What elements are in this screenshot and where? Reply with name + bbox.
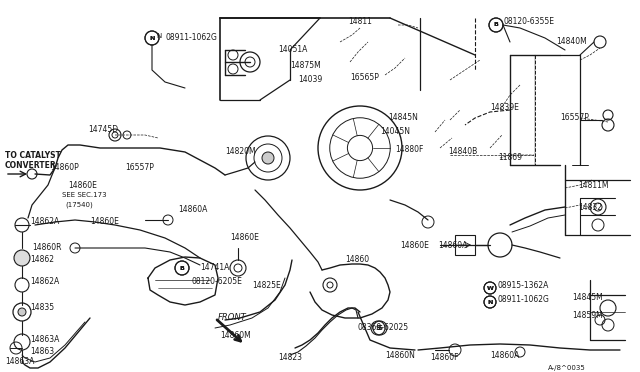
Text: W: W — [486, 285, 493, 291]
Text: W: W — [486, 285, 493, 291]
Text: 14832: 14832 — [578, 203, 602, 212]
Text: 14811: 14811 — [348, 17, 372, 26]
Text: 14039: 14039 — [298, 76, 323, 84]
Text: 14862: 14862 — [30, 256, 54, 264]
Text: N: N — [156, 33, 162, 39]
Text: 08915-1362A: 08915-1362A — [498, 280, 549, 289]
Text: 14863A: 14863A — [5, 357, 35, 366]
Text: 14859M: 14859M — [572, 311, 603, 320]
Text: B: B — [493, 22, 499, 28]
Text: 14860: 14860 — [345, 256, 369, 264]
Text: 14825E: 14825E — [252, 280, 281, 289]
Text: 14835: 14835 — [30, 304, 54, 312]
Text: 14863A: 14863A — [30, 336, 60, 344]
Text: 16565P: 16565P — [350, 74, 379, 83]
Text: 14860E: 14860E — [230, 234, 259, 243]
Text: 14045N: 14045N — [380, 128, 410, 137]
Text: SEE SEC.173: SEE SEC.173 — [62, 192, 107, 198]
Text: 08911-1062G: 08911-1062G — [498, 295, 550, 305]
Text: 14811M: 14811M — [578, 180, 609, 189]
Circle shape — [18, 308, 26, 316]
Text: TO CATALYST: TO CATALYST — [5, 151, 61, 160]
Text: N: N — [487, 299, 493, 305]
Text: 14839E: 14839E — [490, 103, 519, 112]
Text: 14860A: 14860A — [178, 205, 207, 215]
Text: 14860E: 14860E — [400, 241, 429, 250]
Text: 08120-6355E: 08120-6355E — [503, 17, 554, 26]
Bar — [455, 235, 475, 255]
Text: 08911-1062G: 08911-1062G — [165, 33, 217, 42]
Text: 14863: 14863 — [30, 347, 54, 356]
Text: 14860N: 14860N — [385, 350, 415, 359]
Text: N: N — [487, 299, 493, 305]
Text: 14875M: 14875M — [290, 61, 321, 70]
Text: 14860E: 14860E — [90, 218, 119, 227]
Text: A-/8^0035: A-/8^0035 — [548, 365, 586, 371]
Text: FRONT: FRONT — [218, 314, 247, 323]
Text: 08120-6205E: 08120-6205E — [192, 278, 243, 286]
Text: 14820M: 14820M — [225, 148, 255, 157]
Text: 14860E: 14860E — [68, 180, 97, 189]
Text: S: S — [378, 325, 383, 331]
Text: 16557P: 16557P — [125, 164, 154, 173]
Text: 14860P: 14860P — [50, 164, 79, 173]
Text: 14862A: 14862A — [30, 218, 60, 227]
Text: N: N — [149, 35, 155, 41]
Text: 14741A: 14741A — [200, 263, 229, 273]
Text: 14862A: 14862A — [30, 278, 60, 286]
Text: 14860M: 14860M — [220, 330, 251, 340]
Text: 14860A: 14860A — [438, 241, 467, 250]
Text: 08360-62025: 08360-62025 — [358, 324, 409, 333]
Text: 14823: 14823 — [278, 353, 302, 362]
Text: CONVERTER: CONVERTER — [5, 160, 57, 170]
Text: (17540): (17540) — [65, 202, 93, 208]
Text: 14845N: 14845N — [388, 113, 418, 122]
Text: 14840B: 14840B — [448, 148, 477, 157]
Text: 14745D: 14745D — [88, 125, 118, 135]
Text: 11869: 11869 — [498, 154, 522, 163]
Text: 14880F: 14880F — [395, 145, 424, 154]
Text: B: B — [493, 22, 499, 28]
Text: B: B — [180, 266, 184, 270]
Circle shape — [262, 152, 274, 164]
Text: 14840M: 14840M — [556, 38, 587, 46]
Text: S: S — [376, 325, 381, 331]
Text: 14051A: 14051A — [278, 45, 307, 55]
Text: B: B — [180, 266, 184, 270]
Text: 14845M: 14845M — [572, 294, 603, 302]
Text: 14860R: 14860R — [32, 244, 61, 253]
Text: N: N — [149, 35, 155, 41]
Text: 14860A: 14860A — [490, 350, 520, 359]
Circle shape — [14, 250, 30, 266]
Text: 16557P: 16557P — [560, 113, 589, 122]
Text: 14860F: 14860F — [430, 353, 458, 362]
